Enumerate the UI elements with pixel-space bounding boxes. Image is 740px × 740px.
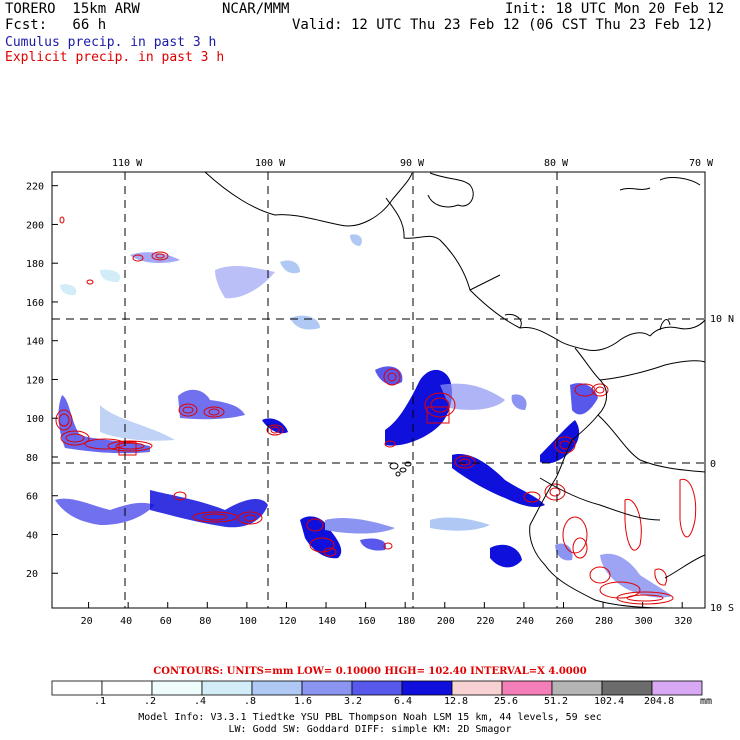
y-tick-label: 20 (26, 569, 38, 580)
y-tick-label: 40 (26, 530, 38, 541)
colorbar-swatch (51, 680, 103, 696)
explicit-precip-contours (55, 216, 697, 605)
y-tick-label: 140 (26, 337, 44, 348)
colorbar-level-label: 12.8 (444, 696, 469, 707)
color-bar (51, 680, 703, 696)
lat-label-0: 0 (710, 459, 716, 470)
galapagos-islands (389, 461, 412, 477)
colorbar-level-label: 204.8 (644, 696, 675, 707)
model-info: Model Info: V3.3.1 Tiedtke YSU PBL Thomp… (138, 712, 602, 723)
lon-label-100w: 100 W (255, 158, 286, 169)
colorbar-swatch (451, 680, 503, 696)
colorbar-swatch (251, 680, 303, 696)
colorbar-level-label: .8 (244, 696, 257, 707)
colorbar-level-label: .2 (144, 696, 157, 707)
x-tick-label: 300 (635, 616, 653, 627)
x-tick-label: 240 (516, 616, 534, 627)
center-label: NCAR/MMM (222, 1, 290, 17)
y-tick-label: 100 (26, 414, 44, 425)
colorbar-swatch (201, 680, 253, 696)
lon-label-70w: 70 W (689, 158, 714, 169)
y-tick-label: 80 (26, 453, 38, 464)
colorbar-swatch (401, 680, 453, 696)
x-tick-label: 60 (160, 616, 172, 627)
colorbar-swatch (151, 680, 203, 696)
y-tick-label: 160 (26, 298, 44, 309)
x-tick-label: 320 (674, 616, 692, 627)
colorbar-level-label: .1 (94, 696, 107, 707)
x-tick-label: 140 (318, 616, 336, 627)
model-title: TORERO 15km ARW (5, 1, 140, 17)
x-tick-label: 120 (278, 616, 296, 627)
x-tick-label: 200 (437, 616, 455, 627)
lat-label-10s: 10 S (710, 603, 734, 614)
colorbar-unit: mm (700, 696, 713, 707)
colorbar-level-label: 102.4 (594, 696, 625, 707)
colorbar-level-label: 3.2 (344, 696, 363, 707)
colorbar-swatch (501, 680, 553, 696)
y-tick-label: 220 (26, 182, 44, 193)
colorbar-level-label: 25.6 (494, 696, 519, 707)
lon-label-110w: 110 W (112, 158, 143, 169)
x-tick-label: 40 (120, 616, 132, 627)
x-tick-label: 260 (555, 616, 573, 627)
y-tick-label: 120 (26, 375, 44, 386)
x-tick-label: 80 (199, 616, 211, 627)
physics-info: LW: Godd SW: Goddard DIFF: simple KM: 2D… (228, 724, 512, 735)
colorbar-level-label: .4 (194, 696, 207, 707)
plot-frame (51, 171, 706, 609)
colorbar-swatch (301, 680, 353, 696)
lon-label-80w: 80 W (544, 158, 569, 169)
x-tick-label: 280 (595, 616, 613, 627)
x-tick-label: 180 (397, 616, 415, 627)
x-tick-label: 100 (239, 616, 257, 627)
cumulus-legend: Cumulus precip. in past 3 h (5, 35, 217, 50)
lat-lon-grid (52, 172, 705, 608)
colorbar-level-label: 1.6 (294, 696, 313, 707)
valid-time: Valid: 12 UTC Thu 23 Feb 12 (06 CST Thu … (292, 17, 714, 33)
lon-label-90w: 90 W (400, 158, 425, 169)
colorbar-swatch (601, 680, 653, 696)
x-tick-label: 220 (476, 616, 494, 627)
colorbar-swatch (551, 680, 603, 696)
colorbar-swatch (351, 680, 403, 696)
explicit-legend: Explicit precip. in past 3 h (5, 50, 225, 65)
y-tick-label: 180 (26, 259, 44, 270)
cumulus-precip-shading (55, 234, 672, 598)
x-tick-label: 20 (81, 616, 93, 627)
lat-label-10n: 10 N (710, 314, 734, 325)
y-tick-label: 200 (26, 220, 44, 231)
y-tick-label: 60 (26, 492, 38, 503)
colorbar-level-label: 51.2 (544, 696, 569, 707)
colorbar-level-label: 6.4 (394, 696, 413, 707)
x-tick-label: 160 (358, 616, 376, 627)
contour-info: CONTOURS: UNITS=mm LOW= 0.10000 HIGH= 10… (153, 666, 587, 677)
init-time: Init: 18 UTC Mon 20 Feb 12 (505, 1, 725, 17)
coastlines (204, 171, 706, 609)
forecast-hour: Fcst: 66 h (5, 17, 107, 33)
colorbar-swatch (101, 680, 153, 696)
colorbar-swatch (651, 680, 703, 696)
